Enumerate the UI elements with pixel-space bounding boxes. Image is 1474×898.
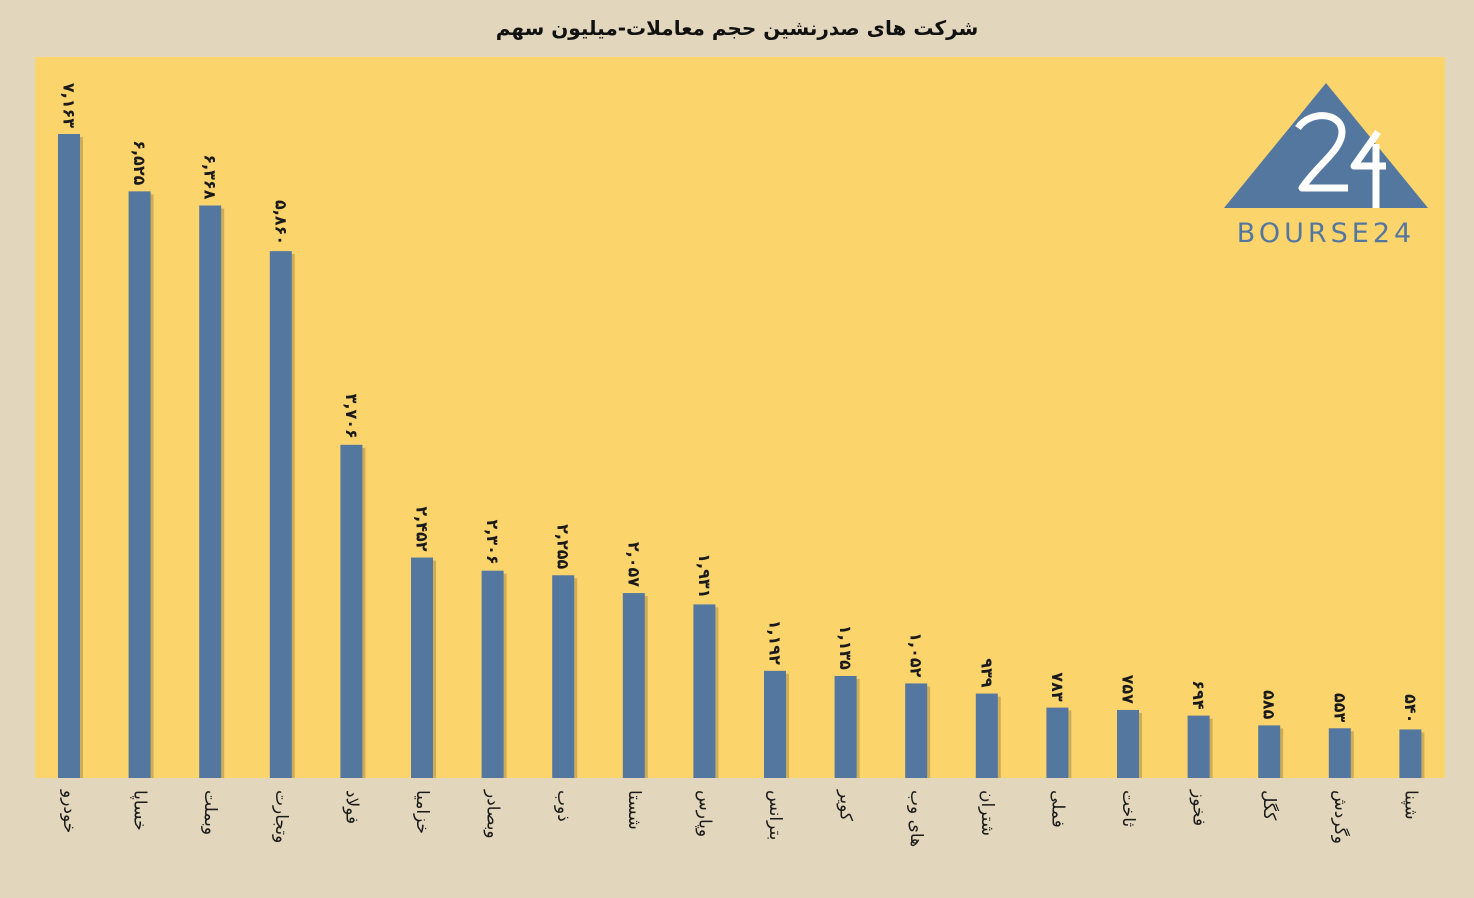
bar-value-label: ۶,۳۶۸	[201, 154, 220, 199]
bar-2	[128, 191, 151, 778]
category-label: وتجارت	[271, 790, 291, 843]
bar-9	[622, 593, 645, 778]
bar-10	[693, 604, 716, 778]
category-label: وبملت	[200, 790, 220, 835]
bar-5	[340, 444, 363, 778]
bar-value-label: ۷,۱۶۳	[60, 83, 79, 128]
category-label: فخوز	[1189, 789, 1209, 826]
bar-13	[905, 683, 928, 778]
category-label: خودرو	[59, 789, 79, 833]
bar-value-label: ۳,۷۰۶	[342, 394, 361, 439]
bar-value-label: ۷۵۷	[1119, 675, 1138, 705]
chart-title: شرکت های صدرنشین حجم معاملات-میلیون سهم	[495, 16, 979, 40]
bar-value-label: ۲,۲۵۵	[554, 524, 573, 569]
category-label: شپنا	[1400, 790, 1420, 820]
bar-17	[1187, 715, 1210, 778]
bar-3	[199, 205, 222, 778]
bar-value-label: ۲,۰۵۷	[624, 542, 643, 587]
bar-1	[58, 134, 80, 778]
category-label: شستا	[624, 790, 644, 830]
bar-value-label: ۹۳۹	[977, 658, 996, 688]
bar-6	[411, 557, 433, 778]
bar-12	[834, 675, 857, 778]
bar-value-label: ۵,۸۶۰	[271, 200, 290, 245]
bar-14	[975, 693, 998, 778]
logo-text: BOURSE24	[1237, 218, 1415, 249]
category-label: ثاخت	[1118, 790, 1138, 827]
bar-value-label: ۱,۰۵۲	[907, 632, 926, 677]
bar-value-label: ۱,۱۹۲	[766, 620, 785, 665]
bar-value-label: ۵۵۳	[1330, 693, 1349, 723]
category-label: بترانس	[765, 790, 785, 840]
bar-value-label: ۷۸۳	[1048, 672, 1067, 702]
bar-18	[1258, 725, 1281, 778]
bar-value-label: ۵۴۰	[1401, 694, 1420, 723]
category-label: ذوب	[553, 790, 573, 822]
bar-value-label: ۵۸۵	[1260, 690, 1279, 720]
bar-11	[764, 670, 786, 778]
category-label: های وب	[906, 790, 926, 847]
bar-value-label: ۱,۹۳۱	[695, 553, 714, 598]
bar-value-label: ۶,۵۲۵	[130, 140, 149, 185]
category-label: وپارس	[694, 790, 714, 837]
bar-16	[1117, 709, 1139, 778]
bar-7	[481, 570, 504, 778]
category-label: خزامیا	[412, 790, 432, 834]
bar-8	[552, 575, 575, 778]
category-label: شتران	[977, 790, 997, 836]
bar-value-label: ۶۹۴	[1189, 680, 1208, 710]
category-label: کگل	[1259, 790, 1280, 821]
bar-value-label: ۲,۳۰۶	[483, 520, 502, 565]
bar-4	[269, 251, 292, 778]
category-label: وگردش	[1330, 790, 1351, 844]
category-label: خساپا	[130, 790, 150, 831]
bar-value-label: ۱,۱۳۵	[836, 625, 855, 670]
category-label: وبصادر	[483, 789, 503, 839]
category-label: کویر	[836, 789, 856, 822]
bar-15	[1046, 707, 1069, 778]
bar-20	[1399, 729, 1422, 778]
category-label: فولاد	[341, 790, 361, 824]
category-label: فملی	[1047, 790, 1067, 828]
bar-value-label: ۲,۴۵۲	[413, 506, 432, 551]
bar-19	[1328, 728, 1351, 778]
bourse24-logo: BOURSE24	[1224, 83, 1428, 249]
